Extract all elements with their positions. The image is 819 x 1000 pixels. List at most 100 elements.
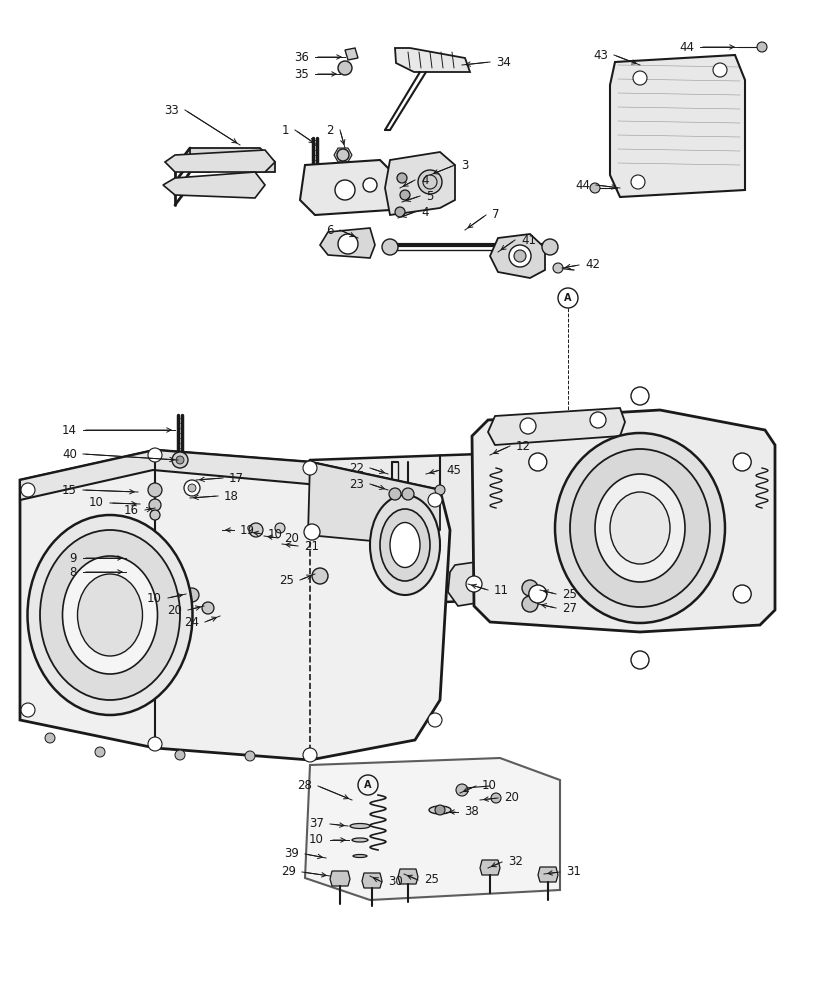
Circle shape: [249, 523, 263, 537]
Polygon shape: [163, 172, 265, 198]
Text: 3: 3: [460, 159, 468, 172]
Circle shape: [176, 456, 183, 464]
Text: 33: 33: [164, 104, 179, 117]
Polygon shape: [397, 869, 418, 884]
Circle shape: [632, 71, 646, 85]
Circle shape: [363, 178, 377, 192]
Text: 21: 21: [304, 540, 319, 552]
Circle shape: [522, 596, 537, 612]
Text: 29: 29: [281, 865, 296, 878]
Circle shape: [522, 580, 537, 596]
Circle shape: [201, 602, 214, 614]
Polygon shape: [490, 234, 545, 278]
Circle shape: [337, 61, 351, 75]
Circle shape: [528, 453, 546, 471]
Polygon shape: [329, 871, 350, 886]
Circle shape: [631, 651, 648, 669]
Circle shape: [590, 412, 605, 428]
Text: 39: 39: [283, 847, 299, 860]
Text: 35: 35: [294, 68, 309, 81]
Circle shape: [95, 747, 105, 757]
Circle shape: [303, 748, 317, 762]
Text: 1: 1: [281, 124, 288, 137]
Text: 2: 2: [326, 124, 333, 137]
Text: 24: 24: [183, 615, 199, 629]
Polygon shape: [108, 546, 140, 568]
Circle shape: [552, 263, 563, 273]
Polygon shape: [290, 515, 332, 548]
Circle shape: [388, 488, 400, 500]
Text: 25: 25: [278, 574, 294, 586]
Circle shape: [337, 234, 358, 254]
Circle shape: [400, 190, 410, 200]
Ellipse shape: [428, 806, 450, 814]
Text: 45: 45: [446, 464, 460, 477]
Circle shape: [21, 483, 35, 497]
Circle shape: [337, 149, 349, 161]
Polygon shape: [479, 860, 500, 875]
Ellipse shape: [62, 556, 157, 674]
Circle shape: [434, 485, 445, 495]
Circle shape: [519, 418, 536, 434]
Text: 37: 37: [309, 817, 324, 830]
Text: 42: 42: [584, 258, 600, 271]
Text: 30: 30: [387, 876, 402, 888]
Polygon shape: [345, 48, 358, 60]
Polygon shape: [537, 867, 557, 882]
Circle shape: [428, 713, 441, 727]
Circle shape: [188, 484, 196, 492]
Text: 25: 25: [423, 874, 438, 886]
Text: 17: 17: [229, 472, 244, 485]
Text: 11: 11: [493, 584, 509, 596]
Ellipse shape: [351, 838, 368, 842]
Circle shape: [401, 488, 414, 500]
Circle shape: [150, 510, 160, 520]
Circle shape: [183, 480, 200, 496]
Text: 38: 38: [464, 805, 478, 818]
Text: 16: 16: [124, 504, 139, 516]
Polygon shape: [333, 148, 351, 162]
Text: 25: 25: [561, 587, 577, 600]
Text: 7: 7: [491, 209, 499, 222]
Text: 9: 9: [70, 552, 77, 564]
Circle shape: [303, 461, 317, 475]
Text: 19: 19: [240, 524, 255, 536]
Polygon shape: [308, 462, 440, 545]
Text: 10: 10: [147, 591, 162, 604]
Polygon shape: [158, 464, 215, 508]
Circle shape: [428, 493, 441, 507]
Circle shape: [335, 180, 355, 200]
Polygon shape: [20, 450, 450, 760]
Text: 14: 14: [62, 424, 77, 436]
Text: 23: 23: [349, 478, 364, 490]
Circle shape: [185, 588, 199, 602]
Text: 12: 12: [515, 440, 531, 452]
Circle shape: [147, 448, 162, 462]
Text: 20: 20: [504, 791, 518, 804]
Circle shape: [418, 170, 441, 194]
Circle shape: [147, 737, 162, 751]
Polygon shape: [395, 48, 469, 72]
Ellipse shape: [554, 433, 724, 623]
Ellipse shape: [609, 492, 669, 564]
Text: A: A: [364, 780, 371, 790]
Polygon shape: [108, 560, 140, 582]
Text: 15: 15: [62, 484, 77, 496]
Text: 4: 4: [420, 206, 428, 219]
Circle shape: [541, 239, 557, 255]
Circle shape: [756, 42, 766, 52]
Text: 28: 28: [296, 779, 311, 792]
Circle shape: [434, 805, 445, 815]
Circle shape: [149, 499, 161, 511]
Ellipse shape: [569, 449, 709, 607]
Polygon shape: [212, 610, 236, 632]
Ellipse shape: [390, 522, 419, 568]
Circle shape: [713, 63, 726, 77]
Text: 44: 44: [574, 179, 590, 192]
Text: 41: 41: [520, 233, 536, 246]
Text: 18: 18: [224, 489, 238, 502]
Polygon shape: [190, 148, 274, 172]
Text: 27: 27: [561, 601, 577, 614]
Circle shape: [311, 568, 328, 584]
Text: 4: 4: [420, 174, 428, 187]
